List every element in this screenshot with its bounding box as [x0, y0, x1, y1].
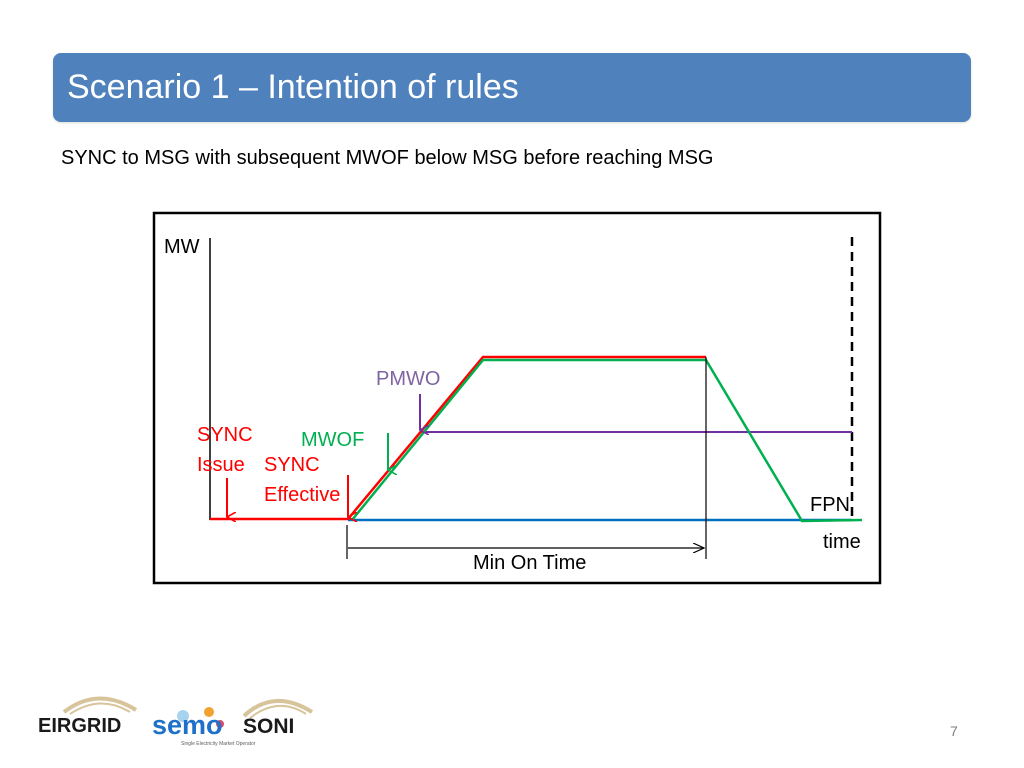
soni-logo: SONI — [242, 698, 314, 738]
y-axis-label: MW — [164, 236, 200, 258]
pmwo-label: PMWO — [376, 368, 440, 390]
diagram-frame — [152, 211, 882, 585]
semo-wordmark: semo — [152, 710, 223, 740]
mwof-label: MWOF — [301, 429, 364, 451]
min-on-time-label: Min On Time — [473, 552, 586, 574]
sync-effective-label-line1: SYNC — [264, 454, 320, 476]
x-axis-label: time — [823, 531, 861, 553]
fpn-label: FPN — [810, 494, 850, 516]
semo-tagline: Single Electricity Market Operator — [181, 741, 256, 747]
semo-logo: semo Single Electricity Market Operator — [152, 707, 256, 747]
sync-issue-label-line2: Issue — [197, 454, 245, 476]
title-bar: Scenario 1 – Intention of rules — [53, 53, 971, 122]
soni-wordmark: SONI — [243, 715, 294, 738]
partner-logos: EIRGRID semo Single Electricity Market O… — [38, 696, 314, 747]
eirgrid-logo: EIRGRID — [38, 696, 138, 737]
sync-effective-label-line2: Effective — [264, 484, 340, 506]
sync-issue-label-line1: SYNC — [197, 424, 253, 446]
sync-profile-red — [210, 355, 706, 521]
slide-subtitle: SYNC to MSG with subsequent MWOF below M… — [61, 147, 714, 169]
eirgrid-wordmark: EIRGRID — [38, 715, 121, 737]
page-number: 7 — [950, 723, 958, 739]
slide-title: Scenario 1 – Intention of rules — [67, 68, 519, 106]
